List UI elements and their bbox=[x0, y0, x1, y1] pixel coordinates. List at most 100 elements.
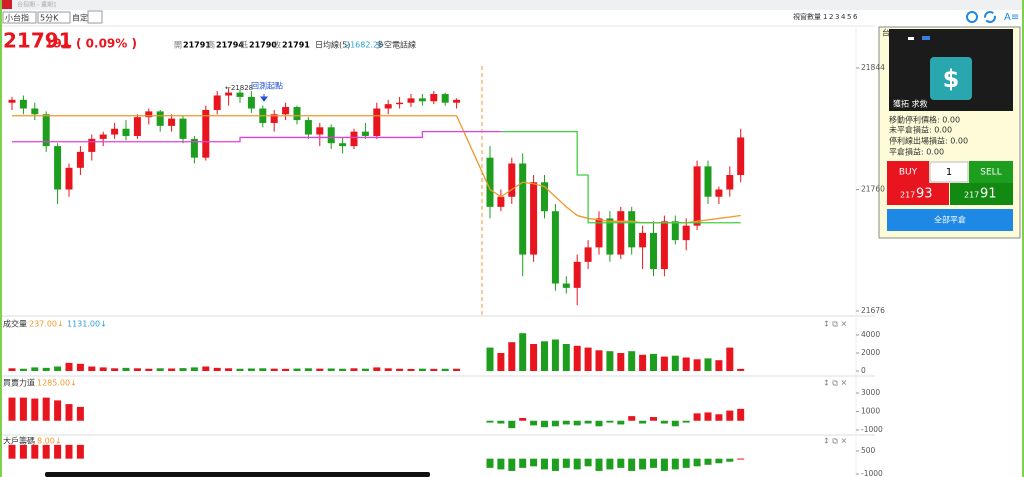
bar bbox=[8, 444, 16, 459]
bar bbox=[617, 420, 625, 425]
bar bbox=[486, 347, 494, 371]
bar bbox=[396, 368, 404, 371]
bar bbox=[715, 458, 723, 464]
panel-tools: ↕ ⧉ ✕ bbox=[823, 437, 847, 446]
bar bbox=[595, 350, 603, 371]
bar bbox=[671, 420, 679, 427]
bar bbox=[304, 368, 312, 371]
close-all-button[interactable] bbox=[887, 209, 1013, 231]
panel-readout: 1131.00↓ bbox=[67, 320, 107, 329]
y-tick-label: 1000 bbox=[861, 407, 880, 416]
y-tick-label: 500 bbox=[861, 446, 876, 455]
overlay-bar bbox=[45, 472, 430, 477]
candle-body bbox=[133, 117, 141, 136]
candle-body bbox=[715, 189, 723, 197]
buy-button[interactable] bbox=[887, 161, 929, 183]
period-select[interactable] bbox=[37, 11, 71, 24]
sell-price[interactable] bbox=[950, 183, 1013, 205]
candle-body bbox=[168, 118, 176, 126]
bar bbox=[715, 360, 723, 371]
bar bbox=[327, 368, 335, 371]
bar bbox=[682, 420, 690, 423]
quantity: 1 bbox=[946, 167, 952, 178]
bar bbox=[497, 420, 505, 424]
candle-body bbox=[584, 247, 592, 262]
bar bbox=[407, 368, 415, 371]
panel-readout: 1285.00↓ bbox=[37, 379, 77, 388]
ma-label: 日均線(5) bbox=[315, 40, 350, 50]
candle-body bbox=[418, 98, 426, 102]
candle-body bbox=[430, 94, 438, 102]
user-icon[interactable]: A≡ bbox=[1004, 12, 1019, 23]
bar bbox=[339, 368, 347, 371]
candle-body bbox=[453, 99, 461, 103]
bar bbox=[19, 397, 27, 421]
candle-body bbox=[497, 196, 505, 207]
candle-body bbox=[551, 211, 559, 284]
bar bbox=[430, 368, 438, 371]
bar bbox=[373, 367, 381, 371]
bar bbox=[541, 420, 548, 428]
custom-input[interactable] bbox=[87, 10, 103, 24]
refresh-icon[interactable] bbox=[984, 11, 996, 23]
window-title: 台指期 - 畫期1 bbox=[17, 1, 57, 9]
y-tick-label: -1000 bbox=[861, 469, 883, 477]
candle-body bbox=[693, 166, 701, 226]
bar bbox=[31, 367, 39, 371]
symbol-select[interactable] bbox=[2, 11, 37, 24]
candle-body bbox=[606, 218, 614, 255]
candle-body bbox=[726, 175, 734, 190]
window-count: 6 bbox=[853, 13, 858, 21]
bar bbox=[76, 406, 84, 421]
change-pct: ( 0.09% ) bbox=[76, 37, 137, 51]
sell-button[interactable] bbox=[969, 161, 1013, 183]
panel-readout: 237.00↓ bbox=[29, 320, 64, 329]
info-line: 未平倉損益: 0.00 bbox=[889, 125, 952, 135]
bar bbox=[247, 368, 255, 371]
bar bbox=[562, 344, 570, 371]
candle-body bbox=[202, 109, 210, 158]
candle-body bbox=[350, 131, 358, 147]
panel-readout: 8.00↓ bbox=[37, 437, 62, 446]
bar bbox=[617, 353, 625, 371]
bar bbox=[660, 420, 668, 424]
bar bbox=[8, 397, 16, 421]
sell-label: SELL bbox=[980, 168, 1001, 178]
bar bbox=[42, 367, 50, 371]
candle-body bbox=[327, 127, 335, 144]
bar bbox=[726, 458, 734, 462]
candle-body bbox=[617, 211, 625, 255]
candle-body bbox=[639, 232, 647, 248]
custom-label: 自定: bbox=[72, 13, 91, 23]
bar bbox=[628, 416, 636, 421]
bar bbox=[551, 420, 559, 427]
bar bbox=[145, 368, 153, 371]
bar bbox=[737, 458, 745, 460]
buy-price[interactable] bbox=[887, 183, 949, 205]
last-price: 21791 bbox=[3, 29, 73, 53]
bar bbox=[650, 353, 657, 371]
candle-body bbox=[54, 146, 62, 190]
symbol: 小台指 bbox=[5, 13, 29, 23]
indicator-line bbox=[12, 130, 501, 143]
quantity-input[interactable] bbox=[929, 161, 969, 183]
signal-icon[interactable] bbox=[966, 11, 978, 23]
bar bbox=[31, 398, 39, 421]
bar bbox=[168, 368, 176, 371]
info-line: 停利線出場損益: 0.00 bbox=[889, 136, 968, 146]
bar bbox=[573, 345, 581, 371]
candle-body bbox=[704, 166, 712, 197]
bar bbox=[682, 357, 690, 371]
bar bbox=[650, 417, 657, 421]
window-count: 3 bbox=[835, 13, 839, 21]
change-arrow: ▲ bbox=[62, 37, 71, 50]
start-arrow bbox=[260, 94, 268, 102]
bar bbox=[660, 458, 668, 471]
bar bbox=[19, 368, 27, 371]
bar bbox=[562, 420, 570, 425]
bar bbox=[562, 458, 570, 468]
bar bbox=[88, 366, 96, 371]
candle-body bbox=[508, 163, 516, 197]
